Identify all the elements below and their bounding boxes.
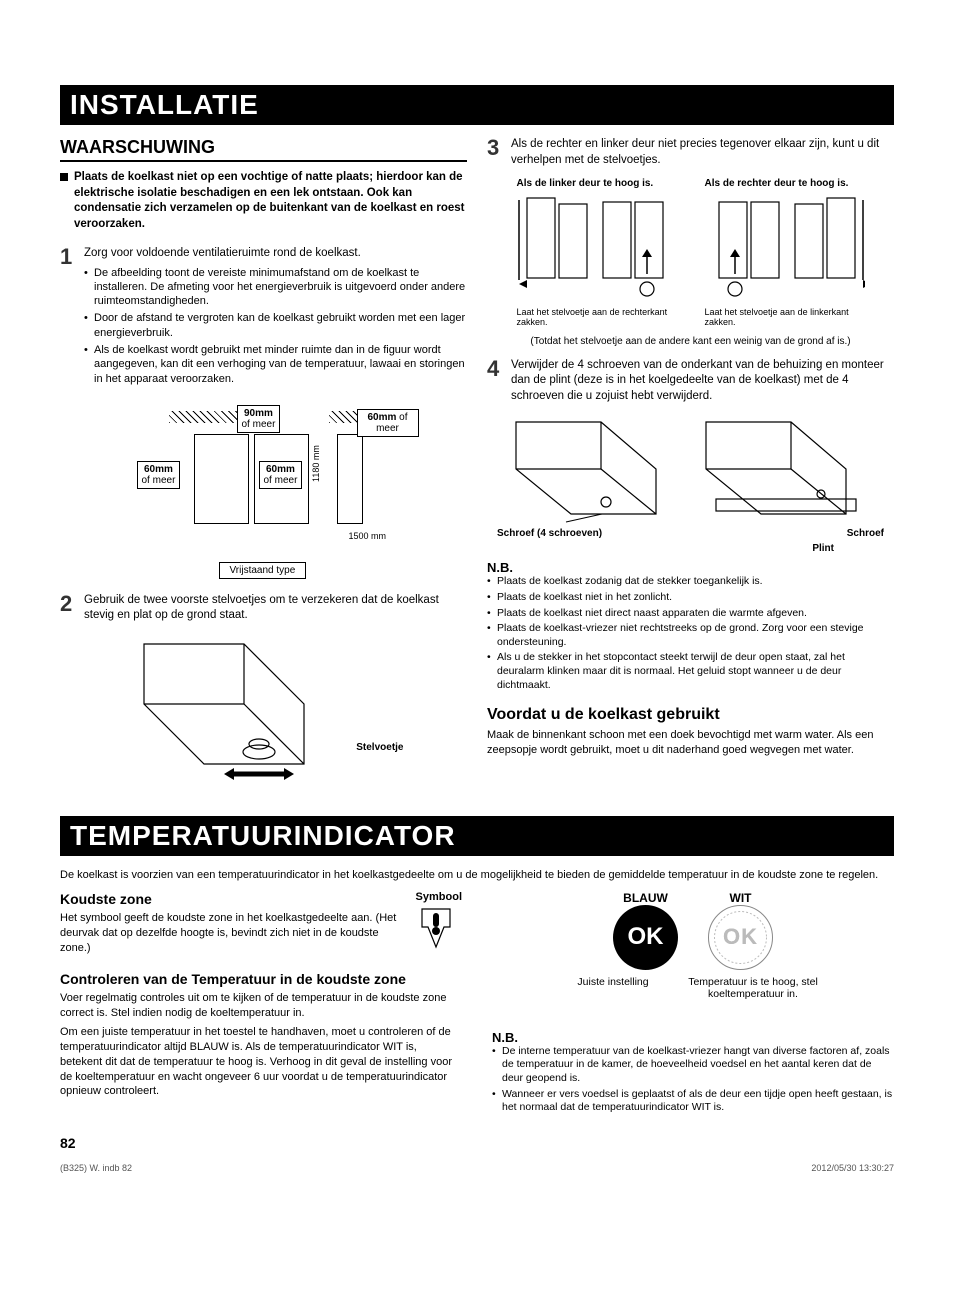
nb2-item: De interne temperatuur van de koelkast-v… [492, 1045, 894, 1086]
foot-label: Stelvoetje [356, 742, 403, 753]
left-column: WAARSCHUWING Plaats de koelkast niet op … [60, 137, 467, 796]
cold-text: Het symbool geeft de koudste zone in het… [60, 911, 462, 956]
door-bottom-note: (Totdat het stelvoetje aan de andere kan… [487, 336, 894, 348]
nb-item: Plaats de koelkast niet in het zonlicht. [487, 591, 894, 605]
step-number: 3 [487, 137, 505, 168]
width-label: 1500 mm [349, 531, 387, 541]
warning-box: Plaats de koelkast niet op een vochtige … [60, 170, 467, 232]
symbool-label: Symbool [416, 891, 462, 903]
screw-label-2: Schroef [847, 528, 884, 539]
nb-heading: N.B. [487, 560, 894, 575]
right-column: 3 Als de rechter en linker deur niet pre… [487, 137, 894, 796]
nb-item: Plaats de koelkast niet direct naast app… [487, 607, 894, 621]
foot-diagram: Stelvoetje [124, 634, 404, 784]
door-right-head: Als de rechter deur te hoog is. [705, 178, 865, 190]
screw-diagram [487, 414, 894, 524]
nb-item: Plaats de koelkast-vriezer niet rechtstr… [487, 622, 894, 649]
ok-indicator-white: OK [708, 905, 773, 970]
step-number: 4 [487, 358, 505, 405]
step-4: 4 Verwijder de 4 schroeven van de onderk… [487, 358, 894, 405]
step1-bullet: Als de koelkast wordt gebruikt met minde… [84, 343, 467, 386]
step-number: 1 [60, 246, 78, 389]
section-title-installatie: INSTALLATIE [60, 85, 894, 125]
door-left-note: Laat het stelvoetje aan de rechterkant z… [517, 307, 677, 328]
before-heading: Voordat u de koelkast gebruikt [487, 706, 894, 724]
installatie-columns: WAARSCHUWING Plaats de koelkast niet op … [60, 137, 894, 796]
temp-intro: De koelkast is voorzien van een temperat… [60, 868, 894, 883]
ctrl-text-2: Om een juiste temperatuur in het toestel… [60, 1025, 462, 1099]
step1-intro: Zorg voor voldoende ventilatieruimte ron… [84, 247, 361, 259]
nb2-heading: N.B. [492, 1030, 894, 1045]
step-1: 1 Zorg voor voldoende ventilatieruimte r… [60, 246, 467, 389]
warning-heading: WAARSCHUWING [60, 137, 467, 162]
square-bullet-icon [60, 173, 68, 181]
nb-item: Als u de stekker in het stopcontact stee… [487, 651, 894, 692]
screw-label-1: Schroef (4 schroeven) [497, 528, 602, 539]
ok-blue-label: BLAUW [613, 891, 678, 905]
step1-bullet: De afbeelding toont de vereiste minimuma… [84, 266, 467, 309]
step3-text: Als de rechter en linker deur niet preci… [511, 137, 894, 168]
step-3: 3 Als de rechter en linker deur niet pre… [487, 137, 894, 168]
nb2-item: Wanneer er vers voedsel is geplaatst of … [492, 1088, 894, 1115]
page-footer: (B325) W. indb 82 2012/05/30 13:30:27 [60, 1163, 894, 1173]
door-right-note: Laat het stelvoetje aan de linkerkant za… [705, 307, 865, 328]
ctrl-head: Controleren van de Temperatuur in de kou… [60, 971, 462, 987]
temp-right-col: BLAUW WIT OK OK Juiste instelling Temper… [492, 891, 894, 1117]
warning-text: Plaats de koelkast niet op een vochtige … [74, 170, 467, 232]
step1-bullet: Door de afstand te vergroten kan de koel… [84, 311, 467, 340]
step-2: 2 Gebruik de twee voorste stelvoetjes om… [60, 593, 467, 624]
footer-right: 2012/05/30 13:30:27 [811, 1163, 894, 1173]
nb-item: Plaats de koelkast zodanig dat de stekke… [487, 575, 894, 589]
cold-head: Koudste zone [60, 891, 462, 907]
clearance-diagram: 90mmof meer 60mm of meer 60mmof meer 60m… [109, 399, 419, 579]
before-text: Maak de binnenkant schoon met een doek b… [487, 728, 894, 758]
diagram-caption: Vrijstaand type [219, 562, 307, 579]
temp-left-col: Symbool Koudste zone Het symbool geeft d… [60, 891, 462, 1117]
ctrl-text-1: Voer regelmatig controles uit om te kijk… [60, 991, 462, 1021]
door-diagram: Als de linker deur te hoog is. Laat het … [487, 178, 894, 328]
ok-white-label: WIT [708, 891, 773, 905]
door-left-head: Als de linker deur te hoog is. [517, 178, 677, 190]
footer-left: (B325) W. indb 82 [60, 1163, 132, 1173]
step2-text: Gebruik de twee voorste stelvoetjes om t… [84, 593, 467, 624]
symbool-box: Symbool [416, 891, 462, 951]
step-number: 2 [60, 593, 78, 624]
page-number: 82 [60, 1135, 894, 1151]
step4-text: Verwijder de 4 schroeven van de onderkan… [511, 358, 894, 405]
section-title-temperatuur: TEMPERATUURINDICATOR [60, 816, 894, 856]
ok-blue-caption: Juiste instelling [568, 976, 658, 1000]
plint-label: Plint [487, 543, 894, 554]
ok-white-caption: Temperatuur is te hoog, stel koeltempera… [688, 976, 818, 1000]
ok-indicator-blue: OK [613, 905, 678, 970]
height-label: 1180 mm [311, 445, 321, 482]
